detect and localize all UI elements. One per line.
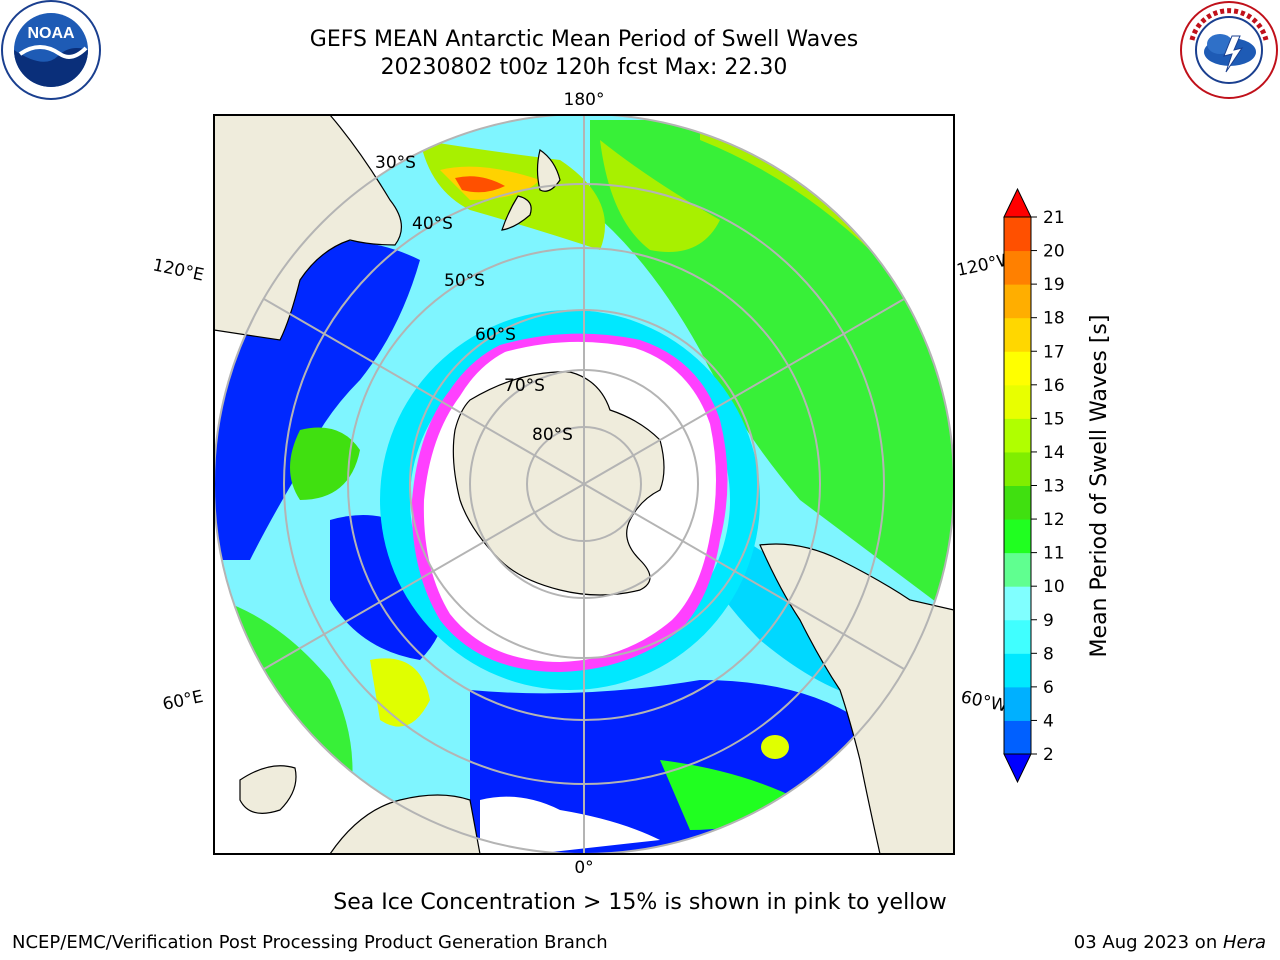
graticule (214, 115, 954, 854)
colorbar-bin (1004, 451, 1031, 486)
colorbar-tick-label: 9 (1043, 611, 1054, 631)
colorbar-tick-label: 13 (1043, 477, 1065, 497)
colorbar-bin (1004, 351, 1031, 386)
colorbar-tick-label: 4 (1043, 711, 1054, 731)
colorbar-bin (1004, 485, 1031, 520)
colorbar-tick-label: 19 (1043, 275, 1065, 295)
footer-host: Hera (1222, 932, 1266, 953)
lat-label-70s: 70°S (504, 376, 545, 396)
land-masses (214, 115, 954, 854)
colorbar-bin (1004, 217, 1031, 252)
footer-date: 03 Aug 2023 on Hera (1074, 932, 1266, 953)
colorbar-over-extend (1003, 187, 1032, 218)
colorbar-bin (1004, 519, 1031, 554)
colorbar-tick-label: 21 (1043, 208, 1065, 228)
colorbar: 2 4 6 8 9 10 11 12 13 14 15 16 17 18 19 20 21 (1003, 187, 1065, 784)
lat-label-40s: 40°S (412, 214, 453, 234)
colorbar-under-extend (1003, 753, 1032, 784)
colorbar-bin (1004, 384, 1031, 419)
lat-label-50s: 50°S (444, 271, 485, 291)
colorbar-tick-label: 8 (1043, 644, 1054, 664)
colorbar-bin (1004, 250, 1031, 285)
colorbar-tick-label: 18 (1043, 309, 1065, 329)
colorbar-tick-label: 14 (1043, 443, 1065, 463)
noaa-logo-text: NOAA (27, 25, 75, 42)
map-frame (213, 114, 955, 855)
colorbar-bin (1004, 418, 1031, 453)
lat-label-30s: 30°S (375, 153, 416, 173)
colorbar-bin (1004, 317, 1031, 352)
footer-branch: NCEP/EMC/Verification Post Processing Pr… (12, 932, 608, 953)
colorbar-tick-label: 2 (1043, 745, 1054, 765)
lon-label-120e: 120°E (151, 255, 206, 285)
lon-label-180: 180° (564, 90, 605, 110)
noaa-logo-icon: NOAA (1, 0, 101, 100)
sea-ice-note: Sea Ice Concentration > 15% is shown in … (333, 890, 947, 915)
colorbar-tick-label: 17 (1043, 342, 1065, 362)
colorbar-bin (1004, 284, 1031, 319)
colorbar-tick-label: 20 (1043, 242, 1065, 262)
national-weather-service-logo-icon (1180, 1, 1278, 99)
footer-date-text: 03 Aug 2023 on (1073, 932, 1223, 953)
colorbar-bin (1004, 586, 1031, 621)
colorbar-tick-label: 12 (1043, 510, 1065, 530)
lat-label-80s: 80°S (532, 425, 573, 445)
colorbar-tick-label: 11 (1043, 544, 1065, 564)
chart-title: GEFS MEAN Antarctic Mean Period of Swell… (309, 27, 859, 52)
colorbar-tick-label: 10 (1043, 577, 1065, 597)
chart-subtitle: 20230802 t00z 120h fcst Max: 22.30 (380, 55, 788, 80)
lon-label-60e: 60°E (161, 687, 205, 715)
lon-label-0: 0° (574, 858, 593, 878)
colorbar-label: Mean Period of Swell Waves [s] (1087, 315, 1112, 658)
colorbar-bin (1004, 552, 1031, 587)
colorbar-tick-label: 16 (1043, 376, 1065, 396)
colorbar-bin (1004, 653, 1031, 688)
colorbar-tick-label: 6 (1043, 678, 1054, 698)
colorbar-bin (1004, 720, 1031, 755)
colorbar-bin (1004, 686, 1031, 721)
colorbar-bin (1004, 619, 1031, 654)
colorbar-tick-label: 15 (1043, 409, 1065, 429)
lon-label-60w: 60°W (959, 687, 1009, 716)
lat-label-60s: 60°S (475, 325, 516, 345)
